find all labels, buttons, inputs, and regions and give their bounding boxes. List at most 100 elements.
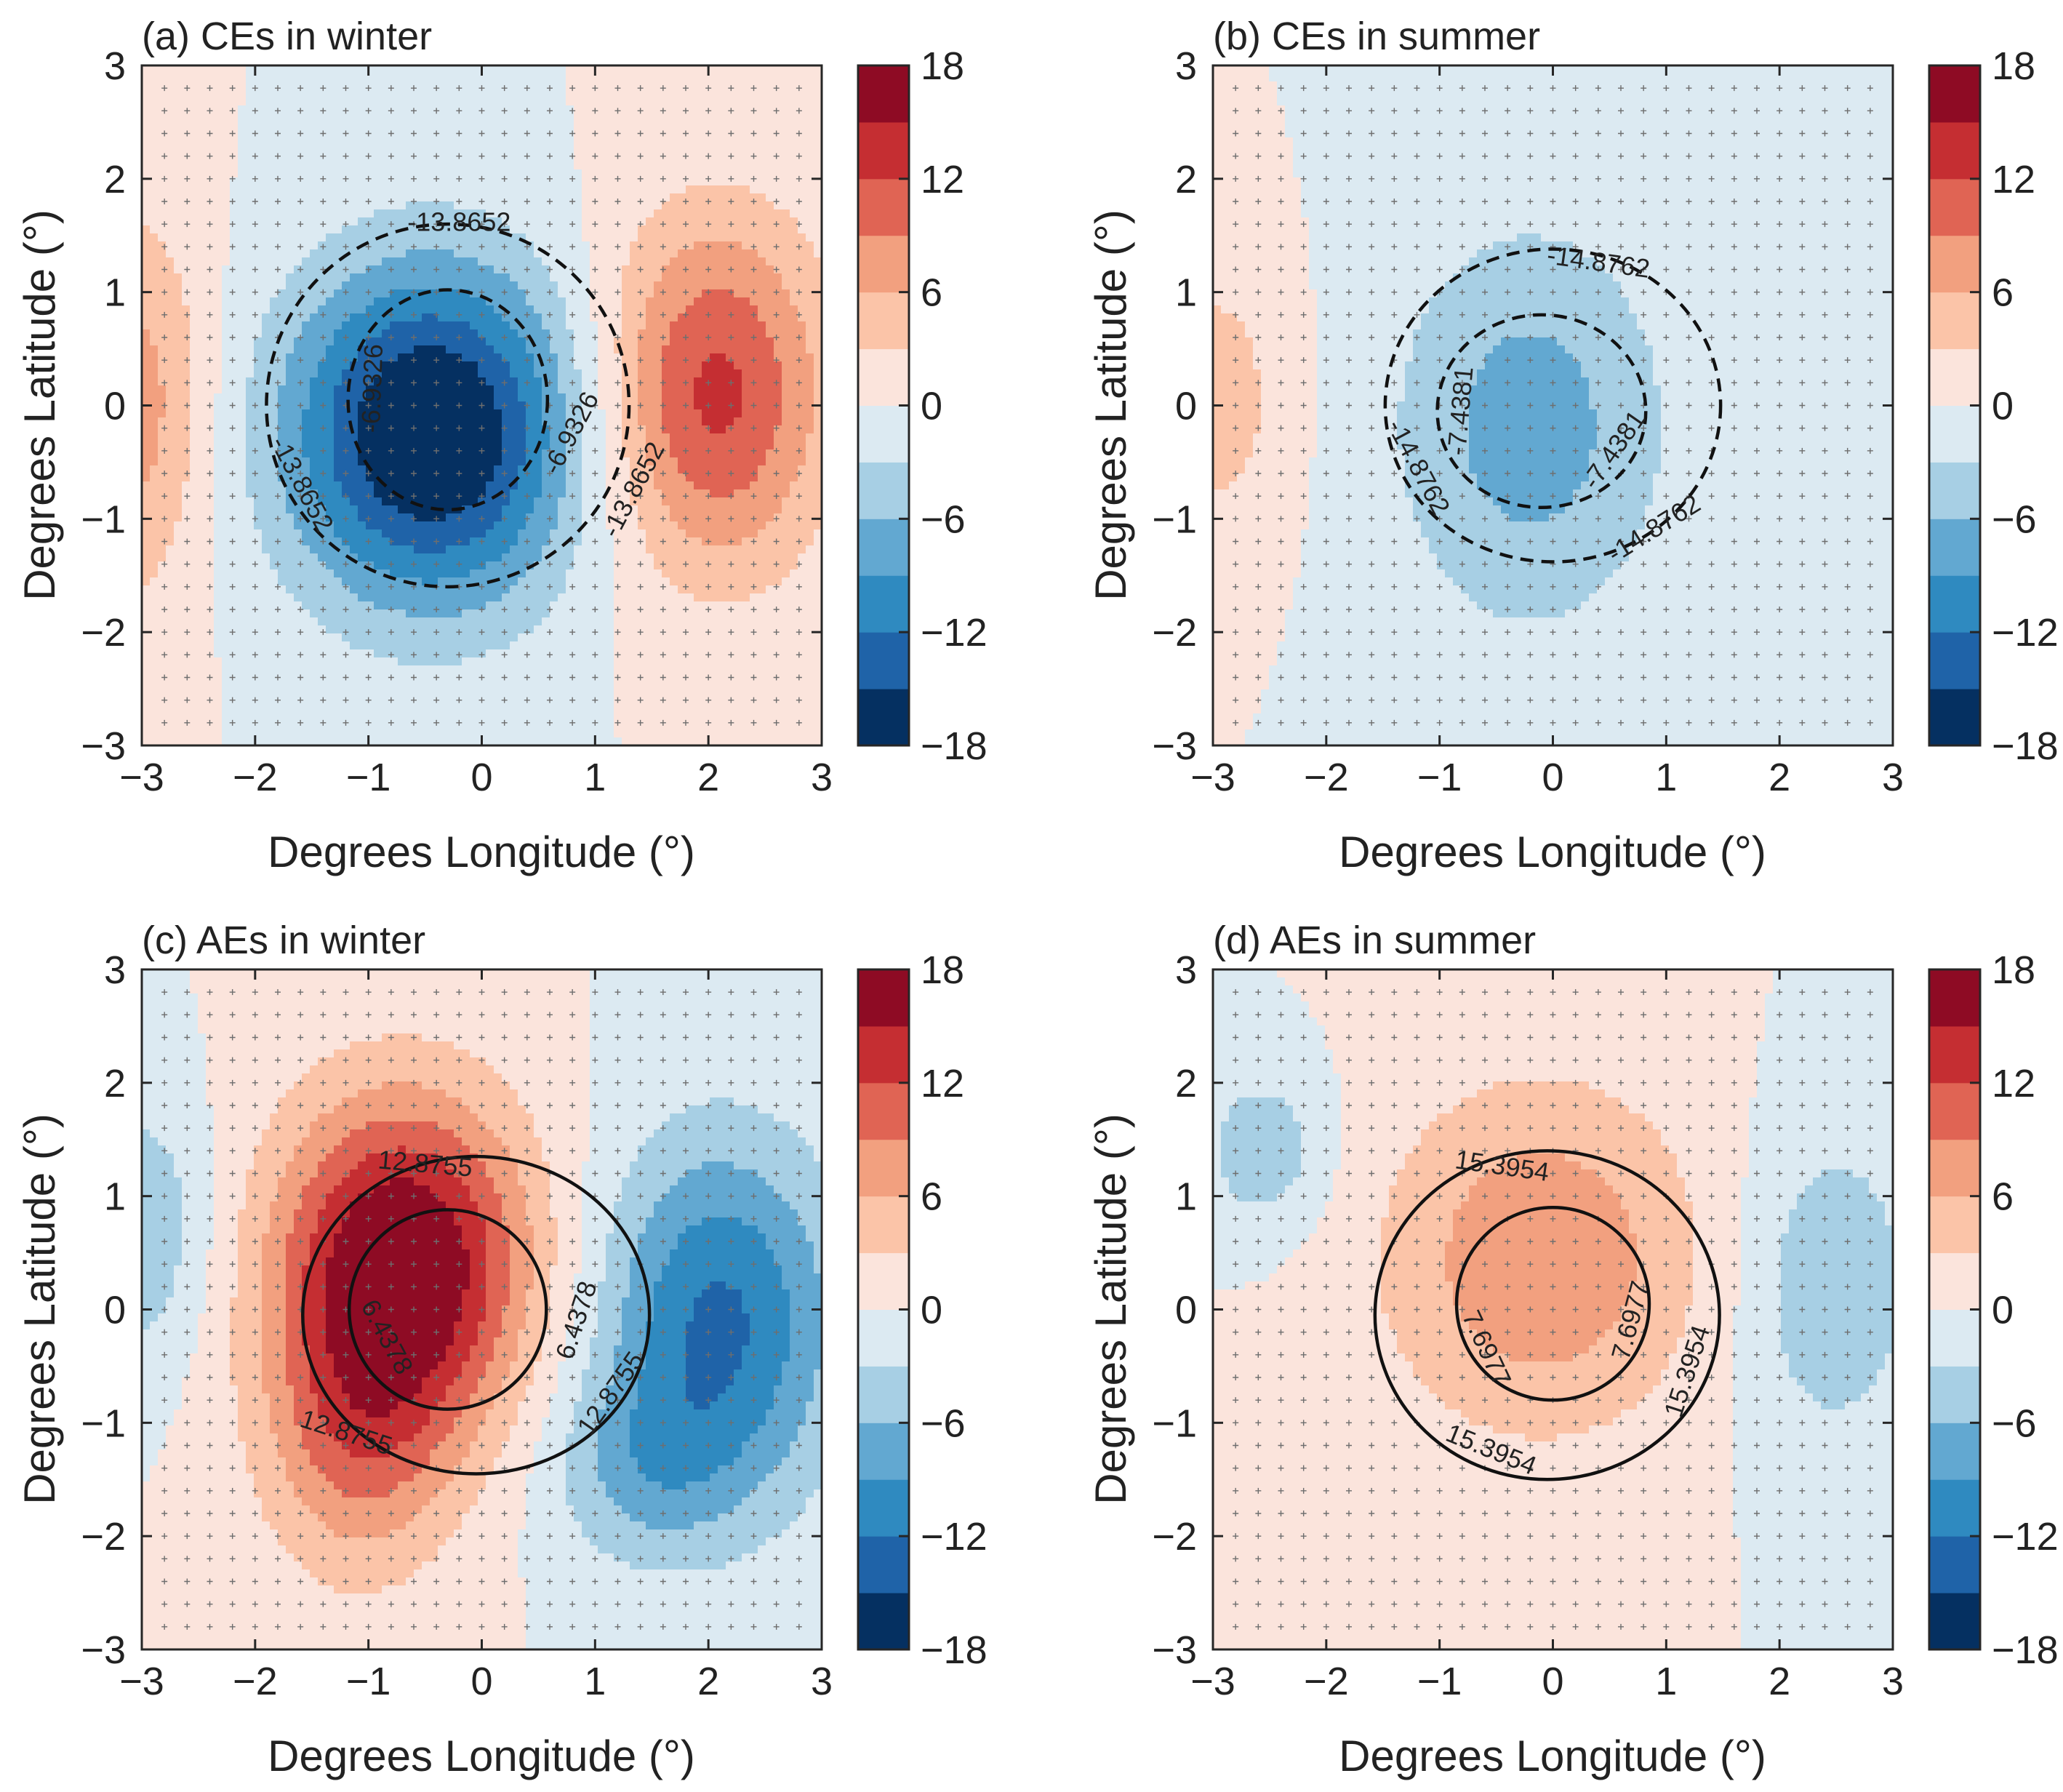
field-cell: [158, 497, 167, 506]
field-cell: [190, 337, 199, 346]
field-cell: [446, 121, 454, 130]
field-cell: [254, 377, 263, 386]
field-cell: [534, 193, 542, 202]
field-cell: [638, 337, 646, 346]
field-cell: [174, 377, 183, 386]
field-cell: [430, 529, 438, 538]
field-cell: [214, 129, 223, 138]
field-cell: [182, 449, 191, 458]
field-cell: [654, 209, 662, 218]
field-cell: [214, 105, 223, 114]
field-cell: [262, 497, 271, 506]
field-cell: [286, 297, 295, 306]
field-cell: [790, 449, 798, 458]
field-cell: [414, 337, 422, 346]
field-cell: [494, 417, 502, 426]
field-cell: [310, 481, 319, 490]
field-cell: [326, 377, 335, 386]
field-cell: [710, 297, 718, 306]
field-cell: [358, 209, 366, 218]
field-cell: [422, 401, 430, 410]
field-cell: [718, 361, 726, 370]
field-cell: [526, 497, 534, 506]
field-cell: [814, 225, 822, 234]
field-cell: [190, 97, 199, 106]
field-cell: [566, 473, 574, 482]
field-cell: [222, 129, 231, 138]
field-cell: [470, 273, 478, 282]
field-cell: [646, 473, 654, 482]
field-cell: [406, 513, 414, 522]
field-cell: [590, 153, 598, 162]
field-cell: [518, 241, 526, 250]
field-cell: [366, 281, 374, 290]
field-cell: [390, 353, 398, 362]
field-cell: [222, 489, 231, 498]
field-cell: [486, 305, 494, 314]
field-cell: [230, 433, 239, 442]
field-cell: [486, 81, 494, 90]
field-cell: [214, 209, 223, 218]
field-cell: [702, 273, 710, 282]
field-cell: [670, 241, 678, 250]
field-cell: [790, 441, 798, 450]
field-cell: [166, 409, 175, 418]
field-cell: [358, 121, 366, 130]
field-cell: [686, 345, 694, 354]
field-cell: [638, 505, 646, 514]
field-cell: [726, 137, 734, 146]
field-cell: [374, 193, 382, 202]
field-cell: [246, 209, 255, 218]
field-cell: [326, 249, 335, 258]
field-cell: [294, 145, 303, 154]
field-cell: [406, 113, 414, 122]
field-cell: [310, 329, 319, 338]
field-cell: [726, 369, 734, 378]
field-cell: [302, 345, 311, 354]
field-cell: [150, 281, 159, 290]
field-cell: [502, 281, 510, 290]
field-cell: [294, 281, 303, 290]
field-cell: [734, 65, 742, 74]
field-cell: [414, 233, 422, 242]
field-cell: [606, 425, 614, 434]
field-cell: [502, 353, 510, 362]
field-cell: [638, 353, 646, 362]
field-cell: [254, 417, 263, 426]
field-cell: [614, 345, 622, 354]
field-cell: [438, 321, 446, 330]
field-cell: [734, 225, 742, 234]
field-cell: [814, 377, 822, 386]
field-cell: [366, 513, 374, 522]
field-cell: [158, 241, 167, 250]
field-cell: [390, 473, 398, 482]
field-cell: [462, 73, 470, 82]
field-cell: [686, 273, 694, 282]
field-cell: [358, 449, 366, 458]
field-cell: [470, 185, 478, 194]
field-cell: [446, 345, 454, 354]
field-cell: [382, 281, 390, 290]
field-cell: [518, 425, 526, 434]
field-cell: [150, 505, 159, 514]
field-cell: [454, 457, 462, 466]
field-cell: [686, 257, 694, 266]
field-cell: [238, 513, 247, 522]
field-cell: [382, 353, 390, 362]
field-cell: [606, 137, 614, 146]
field-cell: [150, 233, 159, 242]
field-cell: [510, 345, 518, 354]
field-cell: [206, 521, 215, 530]
field-cell: [270, 409, 279, 418]
field-cell: [622, 201, 630, 210]
field-cell: [174, 465, 183, 474]
field-cell: [606, 529, 614, 538]
field-cell: [182, 145, 191, 154]
field-cell: [534, 465, 542, 474]
field-cell: [270, 497, 279, 506]
field-cell: [150, 521, 159, 530]
field-cell: [406, 225, 414, 234]
field-cell: [630, 161, 638, 170]
field-cell: [718, 225, 726, 234]
field-cell: [294, 193, 303, 202]
